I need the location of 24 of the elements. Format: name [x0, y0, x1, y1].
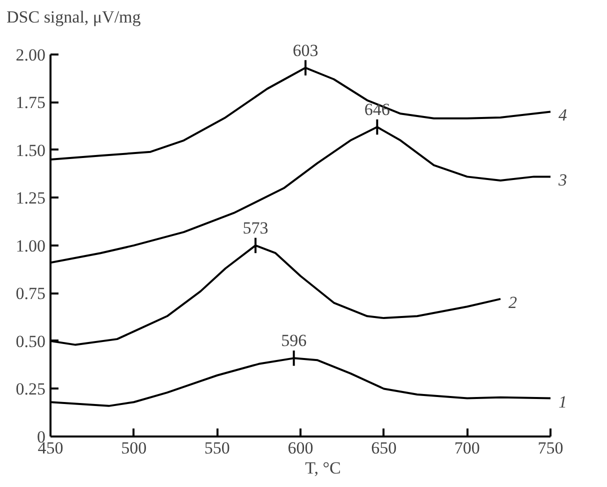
x-tick-label: 500: [121, 438, 147, 458]
y-axis-title: DSC signal, μV/mg: [6, 8, 142, 26]
series-label: 1: [558, 392, 567, 412]
x-tick-label: 700: [454, 438, 480, 458]
y-tick-label: 0.50: [16, 332, 46, 351]
x-tick-label: 600: [288, 438, 314, 458]
annotation: 573: [242, 218, 268, 238]
series-label: 2: [508, 292, 518, 312]
y-tick-label: 2.00: [16, 45, 46, 64]
annotation: 646: [364, 100, 390, 120]
y-tick-label: 1.25: [16, 188, 46, 208]
y-tick-label: 0.75: [16, 284, 46, 304]
y-tick-label: 1.00: [16, 236, 46, 256]
x-tick-label: 750: [538, 438, 564, 458]
y-tick-label: 1.75: [16, 93, 46, 112]
y-tick-label: 1.50: [16, 140, 46, 160]
x-tick-label: 650: [371, 438, 397, 458]
y-tick-label: 0.25: [16, 380, 46, 399]
annotation: 603: [292, 40, 318, 60]
series-label: 3: [558, 170, 567, 190]
x-tick-label: 550: [204, 438, 230, 458]
annotation: 596: [281, 331, 307, 350]
series-label: 4: [558, 106, 568, 125]
x-axis-title: T, °C: [305, 458, 341, 478]
